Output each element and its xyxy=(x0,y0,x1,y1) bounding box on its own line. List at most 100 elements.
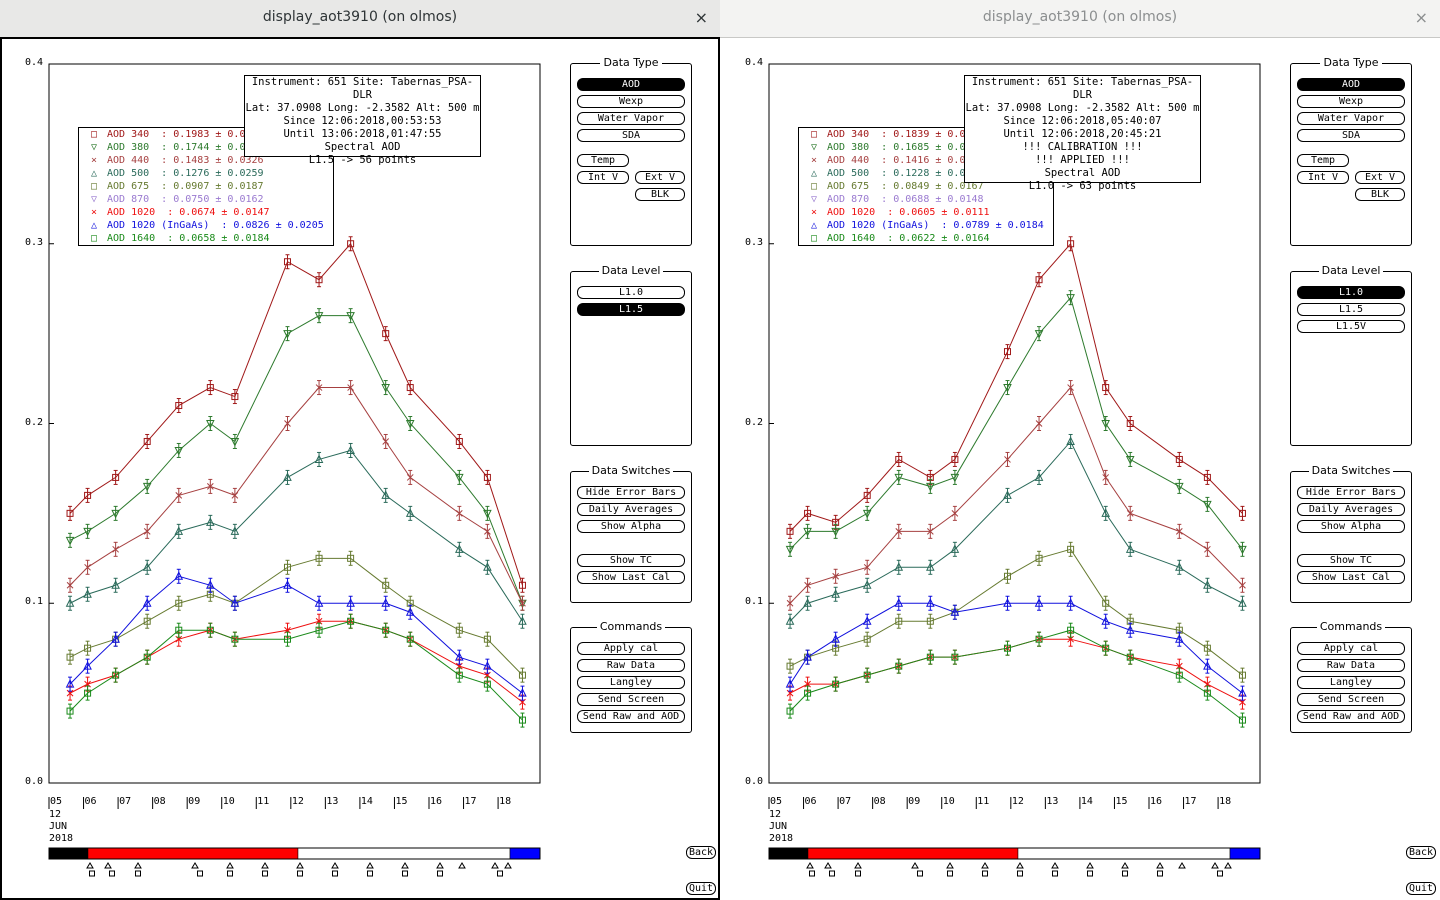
blk-button[interactable]: BLK xyxy=(635,188,685,201)
info-line: !!! APPLIED !!! xyxy=(1035,154,1130,166)
legend-marker-icon: × xyxy=(90,207,98,218)
data-point xyxy=(926,595,935,611)
timeline-marker xyxy=(504,862,512,869)
data-level-button[interactable]: L1.0 xyxy=(1297,286,1405,299)
command-button[interactable]: Raw Data xyxy=(1297,659,1405,672)
data-level-button[interactable]: L1.5 xyxy=(577,303,685,316)
panel-title-text: Commands xyxy=(1316,620,1386,633)
command-button[interactable]: Send Raw and AOD xyxy=(1297,710,1405,723)
switch-button[interactable]: Hide Error Bars xyxy=(1297,486,1405,499)
timeline-segment[interactable] xyxy=(1229,847,1261,860)
data-point xyxy=(174,568,184,584)
data-type-button[interactable]: SDA xyxy=(1297,129,1405,142)
y-tick-label: 0.4 xyxy=(744,57,763,68)
command-button[interactable]: Send Screen xyxy=(1297,693,1405,706)
close-icon[interactable]: × xyxy=(1414,8,1428,27)
close-icon[interactable]: × xyxy=(694,8,708,27)
timeline-marker xyxy=(191,862,199,869)
timeline-segment[interactable] xyxy=(48,847,89,860)
switch-button[interactable]: Show Last Cal xyxy=(577,571,685,584)
legend-marker-icon: × xyxy=(90,155,98,166)
switch-button[interactable]: Show TC xyxy=(577,554,685,567)
timeline-marker xyxy=(366,862,374,869)
data-point xyxy=(231,487,239,503)
temp-button[interactable]: Temp xyxy=(577,154,629,167)
timeline-segment[interactable] xyxy=(807,847,1019,860)
series-line xyxy=(69,449,523,622)
data-point xyxy=(1238,685,1247,701)
series-line xyxy=(789,548,1243,676)
x-tick-label: 07 xyxy=(119,796,132,807)
data-type-button[interactable]: SDA xyxy=(577,129,685,142)
series-line xyxy=(69,575,523,694)
back-button[interactable]: Back xyxy=(686,846,717,859)
window-right: display_aot3910 (on olmos) × 0.4 0.3 0.2 0.… xyxy=(720,0,1440,900)
data-point xyxy=(785,676,795,692)
data-type-button[interactable]: Wexp xyxy=(577,95,685,108)
data-level-button[interactable]: L1.5 xyxy=(1297,303,1405,316)
panel-title: Data Type xyxy=(571,56,691,69)
data-type-button[interactable]: Water Vapor xyxy=(1297,112,1405,125)
timeline-segment[interactable] xyxy=(297,847,511,860)
data-type-button[interactable]: Water Vapor xyxy=(577,112,685,125)
quit-button[interactable]: Quit xyxy=(686,882,717,895)
ext-v-button[interactable]: Ext V xyxy=(1355,171,1405,184)
timeline-marker xyxy=(109,870,115,877)
legend-entry: × AOD 1020 : 0.0674 ± 0.0147 xyxy=(79,206,333,219)
switch-button[interactable]: Show Last Cal xyxy=(1297,571,1405,584)
data-point xyxy=(405,416,415,431)
blk-button[interactable]: BLK xyxy=(1355,188,1405,201)
data-level-button[interactable]: L1.0 xyxy=(577,286,685,299)
switch-button[interactable]: Daily Averages xyxy=(1297,503,1405,516)
data-point xyxy=(804,577,811,593)
data-type-button[interactable]: Wexp xyxy=(1297,95,1405,108)
int-v-button[interactable]: Int V xyxy=(1297,171,1349,184)
command-button[interactable]: Langley xyxy=(1297,676,1405,689)
data-type-button[interactable]: AOD xyxy=(577,78,685,91)
data-level-panel: Data Level L1.0 L1.5 xyxy=(570,264,692,446)
data-point xyxy=(314,308,324,324)
ext-v-button[interactable]: Ext V xyxy=(635,171,685,184)
y-tick-label: 0.2 xyxy=(24,416,43,428)
switch-button[interactable]: Show Alpha xyxy=(577,520,685,533)
timeline-marker xyxy=(806,862,814,869)
data-level-button[interactable]: L1.5V xyxy=(1297,320,1405,333)
temp-button[interactable]: Temp xyxy=(1297,154,1349,167)
switch-button[interactable]: Show Alpha xyxy=(1297,520,1405,533)
chart-svg xyxy=(768,63,1261,877)
timeline-segment[interactable] xyxy=(768,847,809,860)
switch-button[interactable]: Show TC xyxy=(1297,554,1405,567)
quit-button[interactable]: Quit xyxy=(1406,882,1437,895)
command-button[interactable]: Send Screen xyxy=(577,693,685,706)
timeline-segment[interactable] xyxy=(509,847,541,860)
command-button[interactable]: Apply cal xyxy=(577,642,685,655)
timeline-marker xyxy=(367,870,373,877)
data-point xyxy=(862,577,872,593)
data-point xyxy=(175,595,183,611)
timeline-segment[interactable] xyxy=(87,847,299,860)
panel-title: Commands xyxy=(1291,620,1411,633)
int-v-button[interactable]: Int V xyxy=(577,171,629,184)
series-line xyxy=(789,296,1243,550)
data-point xyxy=(1066,290,1075,306)
data-point xyxy=(1238,541,1247,557)
legend-marker-icon: ▽ xyxy=(810,142,818,153)
timeline-bar[interactable] xyxy=(768,847,1261,860)
panel-title-text: Data Type xyxy=(1320,56,1382,69)
timeline-bar[interactable] xyxy=(48,847,541,860)
legend: □ AOD 340 : 0.1839 ± 0.0 ▽ AOD 380 : 0.1685… xyxy=(798,127,1054,246)
titlebar[interactable]: display_aot3910 (on olmos) × xyxy=(0,0,720,38)
command-button[interactable]: Send Raw and AOD xyxy=(577,710,685,723)
command-button[interactable]: Raw Data xyxy=(577,659,685,672)
titlebar[interactable]: display_aot3910 (on olmos) × xyxy=(720,0,1440,38)
data-point xyxy=(231,631,239,647)
data-point xyxy=(786,595,794,611)
data-point xyxy=(803,595,812,611)
switch-button[interactable]: Hide Error Bars xyxy=(577,486,685,499)
command-button[interactable]: Apply cal xyxy=(1297,642,1405,655)
command-button[interactable]: Langley xyxy=(577,676,685,689)
back-button[interactable]: Back xyxy=(1406,846,1437,859)
timeline-segment[interactable] xyxy=(1017,847,1231,860)
data-type-button[interactable]: AOD xyxy=(1297,78,1405,91)
switch-button[interactable]: Daily Averages xyxy=(577,503,685,516)
